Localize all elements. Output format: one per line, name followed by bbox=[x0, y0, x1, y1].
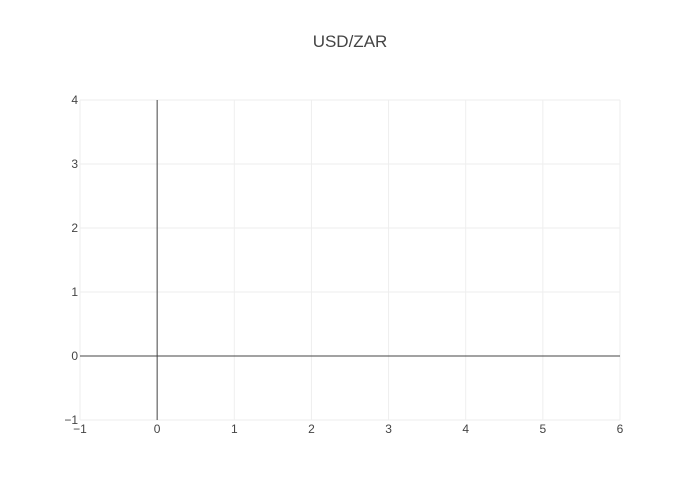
y-tick-label: 1 bbox=[71, 285, 78, 299]
x-tick-label: 0 bbox=[154, 422, 161, 436]
x-tick-label: 4 bbox=[462, 422, 469, 436]
x-tick-label: 6 bbox=[617, 422, 624, 436]
x-tick-label: 3 bbox=[385, 422, 392, 436]
y-tick-label: 2 bbox=[71, 221, 78, 235]
tick-label-layer: −1 0 1 2 3 4 5 6 −1 0 1 2 3 4 bbox=[64, 93, 623, 436]
x-tick-label: 5 bbox=[540, 422, 547, 436]
chart-title: USD/ZAR bbox=[312, 32, 388, 51]
y-tick-label: −1 bbox=[64, 413, 78, 427]
y-tick-label: 4 bbox=[71, 93, 78, 107]
axis-layer bbox=[80, 100, 620, 420]
grid-layer bbox=[79, 99, 621, 421]
x-tick-label: 1 bbox=[231, 422, 238, 436]
x-tick-label: 2 bbox=[308, 422, 315, 436]
y-tick-label: 0 bbox=[71, 349, 78, 363]
y-tick-label: 3 bbox=[71, 157, 78, 171]
x-tick-label: −1 bbox=[73, 422, 87, 436]
